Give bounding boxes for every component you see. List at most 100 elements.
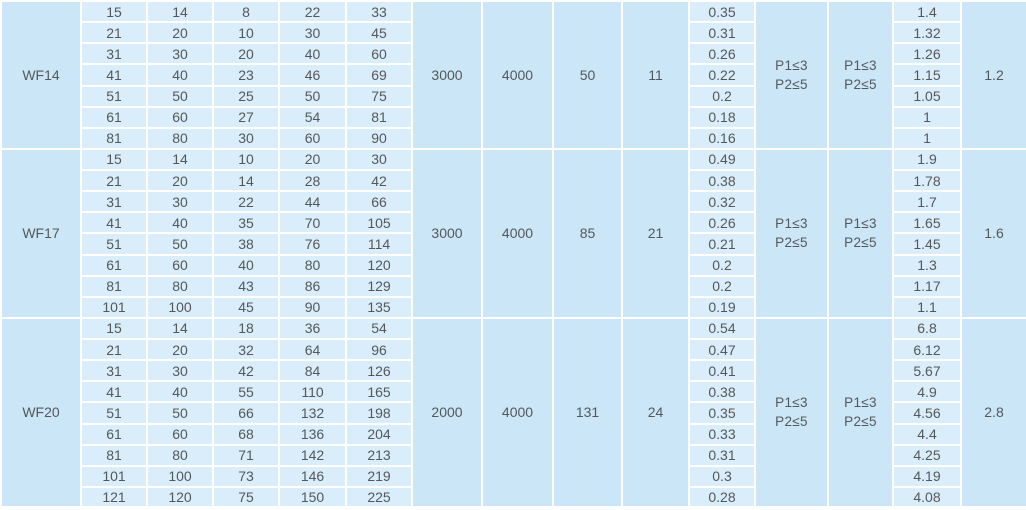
- value-cell: 120: [147, 486, 214, 510]
- value-cell: 54: [279, 106, 347, 129]
- value-cell: 0.54: [689, 317, 756, 341]
- value-cell: 84: [279, 360, 347, 383]
- value-cell: 30: [147, 360, 214, 383]
- p-spec-line: P1≤3: [844, 216, 877, 232]
- model-cell: WF17: [1, 148, 82, 319]
- value-cell: 42: [213, 360, 280, 383]
- p-spec-line: P1≤3: [844, 57, 877, 73]
- value-cell: 80: [279, 254, 347, 277]
- value-cell: 23: [213, 64, 280, 87]
- merged-value-cell: 4000: [482, 317, 554, 510]
- value-cell: 225: [346, 486, 413, 510]
- value-cell: 4.08: [893, 486, 962, 510]
- value-cell: 120: [346, 254, 413, 277]
- value-cell: 0.31: [689, 22, 756, 45]
- value-cell: 1.17: [893, 275, 962, 298]
- value-cell: 61: [81, 254, 148, 277]
- value-cell: 41: [81, 381, 148, 404]
- p-spec-text: P1≤3 P2≤5: [775, 56, 808, 94]
- value-cell: 101: [81, 296, 148, 319]
- merged-value-cell: 21: [622, 148, 690, 319]
- merged-value-cell: 2.8: [961, 317, 1026, 510]
- value-cell: 204: [346, 423, 413, 446]
- value-cell: 21: [81, 22, 148, 45]
- value-cell: 5.67: [893, 360, 962, 383]
- value-cell: 30: [346, 148, 413, 172]
- value-cell: 75: [346, 85, 413, 108]
- table-row: WF20 15 14 18 36 54 2000 4000 131 24 0.54 P1≤3 P2≤5 P…: [1, 317, 1026, 510]
- value-cell: 1.15: [893, 64, 962, 87]
- table-row: 81 80 30 60 90 0.16 1: [1, 127, 1026, 150]
- value-cell: 68: [213, 423, 280, 446]
- value-cell: 80: [147, 127, 214, 150]
- value-cell: 8: [213, 1, 280, 24]
- value-cell: 121: [81, 486, 148, 510]
- value-cell: 18: [213, 317, 280, 341]
- value-cell: 14: [213, 170, 280, 193]
- merged-value-cell: 24: [622, 317, 690, 510]
- value-cell: 50: [147, 233, 214, 256]
- value-cell: 66: [213, 402, 280, 425]
- p-spec-line: P1≤3: [775, 216, 808, 232]
- value-cell: 20: [147, 339, 214, 362]
- value-cell: 42: [346, 170, 413, 193]
- table-row: 31 30 42 84 126 0.41 5.67: [1, 360, 1026, 383]
- value-cell: 86: [279, 275, 347, 298]
- value-cell: 0.47: [689, 339, 756, 362]
- value-cell: 0.38: [689, 170, 756, 193]
- value-cell: 10: [213, 22, 280, 45]
- value-cell: 76: [279, 233, 347, 256]
- value-cell: 50: [147, 85, 214, 108]
- value-cell: 0.2: [689, 85, 756, 108]
- value-cell: 55: [213, 381, 280, 404]
- value-cell: 14: [147, 317, 214, 341]
- p-spec-line: P2≤5: [844, 235, 877, 251]
- value-cell: 80: [147, 444, 214, 467]
- table-row: 21 20 14 28 42 0.38 1.78: [1, 170, 1026, 193]
- value-cell: 150: [279, 486, 347, 510]
- value-cell: 50: [279, 85, 347, 108]
- value-cell: 27: [213, 106, 280, 129]
- value-cell: 0.3: [689, 465, 756, 488]
- value-cell: 81: [81, 444, 148, 467]
- merged-value-cell: 1.6: [961, 148, 1026, 319]
- value-cell: 30: [279, 22, 347, 45]
- value-cell: 51: [81, 402, 148, 425]
- merged-value-cell: 4000: [482, 148, 554, 319]
- value-cell: 30: [147, 43, 214, 66]
- table-row: WF17 15 14 10 20 30 3000 4000 85 21 0.49 P1≤3 P2≤5 P1…: [1, 148, 1026, 319]
- value-cell: 21: [81, 170, 148, 193]
- value-cell: 4.4: [893, 423, 962, 446]
- p-spec-cell: P1≤3 P2≤5: [755, 1, 829, 150]
- table-row: 81 80 43 86 129 0.2 1.17: [1, 275, 1026, 298]
- value-cell: 75: [213, 486, 280, 510]
- table-row: 31 30 22 44 66 0.32 1.7: [1, 191, 1026, 214]
- value-cell: 15: [81, 148, 148, 172]
- table-row: 21 20 10 30 45 0.31 1.32: [1, 22, 1026, 45]
- value-cell: 10: [213, 148, 280, 172]
- value-cell: 20: [213, 43, 280, 66]
- value-cell: 81: [81, 127, 148, 150]
- value-cell: 61: [81, 423, 148, 446]
- value-cell: 1: [893, 106, 962, 129]
- value-cell: 45: [346, 22, 413, 45]
- value-cell: 40: [147, 381, 214, 404]
- value-cell: 0.19: [689, 296, 756, 319]
- table-row: 61 60 68 136 204 0.33 4.4: [1, 423, 1026, 446]
- p-spec-text: P1≤3 P2≤5: [844, 56, 877, 94]
- value-cell: 46: [279, 64, 347, 87]
- value-cell: 0.2: [689, 254, 756, 277]
- p-spec-line: P1≤3: [775, 57, 808, 73]
- value-cell: 1: [893, 127, 962, 150]
- table-row: 61 60 40 80 120 0.2 1.3: [1, 254, 1026, 277]
- value-cell: 40: [213, 254, 280, 277]
- value-cell: 0.16: [689, 127, 756, 150]
- value-cell: 101: [81, 465, 148, 488]
- value-cell: 20: [279, 148, 347, 172]
- p-spec-text: P1≤3 P2≤5: [775, 214, 808, 252]
- value-cell: 129: [346, 275, 413, 298]
- table-row: 31 30 20 40 60 0.26 1.26: [1, 43, 1026, 66]
- value-cell: 6.8: [893, 317, 962, 341]
- p-spec-cell: P1≤3 P2≤5: [755, 148, 829, 319]
